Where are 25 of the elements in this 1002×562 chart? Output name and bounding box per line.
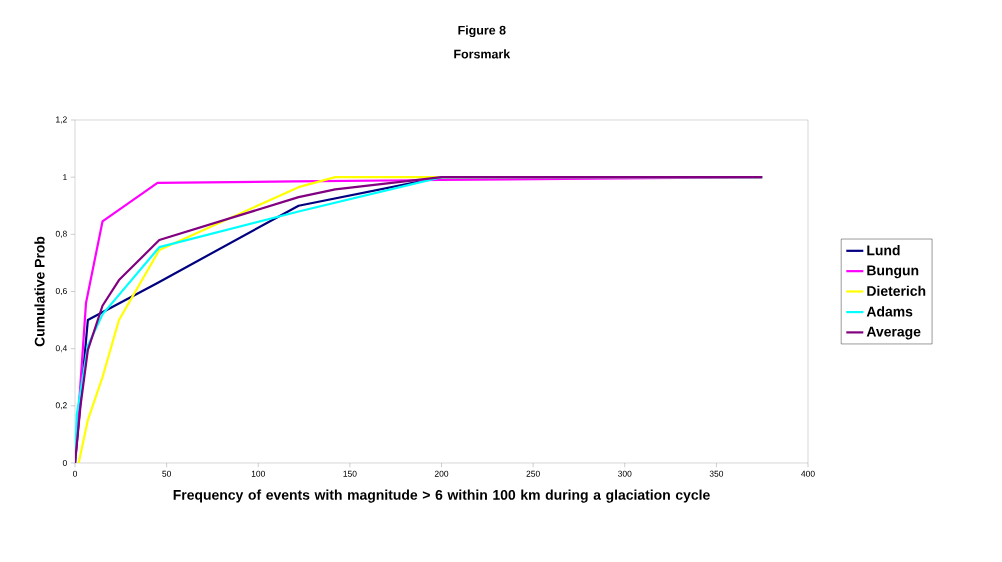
x-tick-label: 50 — [162, 470, 172, 477]
y-tick-label: 0,8 — [55, 230, 67, 238]
legend-label: Dieterich — [867, 285, 926, 296]
y-tick-label: 0,2 — [55, 402, 67, 410]
x-tick-label: 350 — [709, 470, 724, 477]
y-tick-label: 0 — [62, 459, 67, 466]
x-tick-label: 300 — [618, 470, 632, 477]
x-axis-title: Frequency of events with magnitude > 6 within 100 km during a glaciation cycle — [173, 489, 710, 503]
legend-label: Bungun — [867, 265, 919, 279]
legend-label: Average — [866, 326, 921, 340]
x-tick-label: 200 — [434, 470, 449, 477]
y-tick-label: 1,2 — [56, 116, 67, 124]
legend-label: Adams — [866, 306, 913, 317]
y-tick-label: 1 — [63, 174, 67, 181]
x-tick-label: 250 — [526, 470, 540, 477]
y-tick-label: 0,6 — [55, 287, 67, 295]
y-axis-title: Cumulative Prob — [34, 236, 45, 347]
chart-subtitle: Forsmark — [454, 49, 511, 59]
x-tick-label: 100 — [251, 470, 265, 477]
x-tick-label: 150 — [343, 470, 357, 477]
x-tick-label: 400 — [801, 470, 815, 477]
x-tick-label: 0 — [72, 470, 78, 477]
legend-label: Lund — [867, 245, 900, 256]
y-tick-label: 0,4 — [55, 345, 67, 353]
chart-title: Figure 8 — [458, 25, 506, 38]
